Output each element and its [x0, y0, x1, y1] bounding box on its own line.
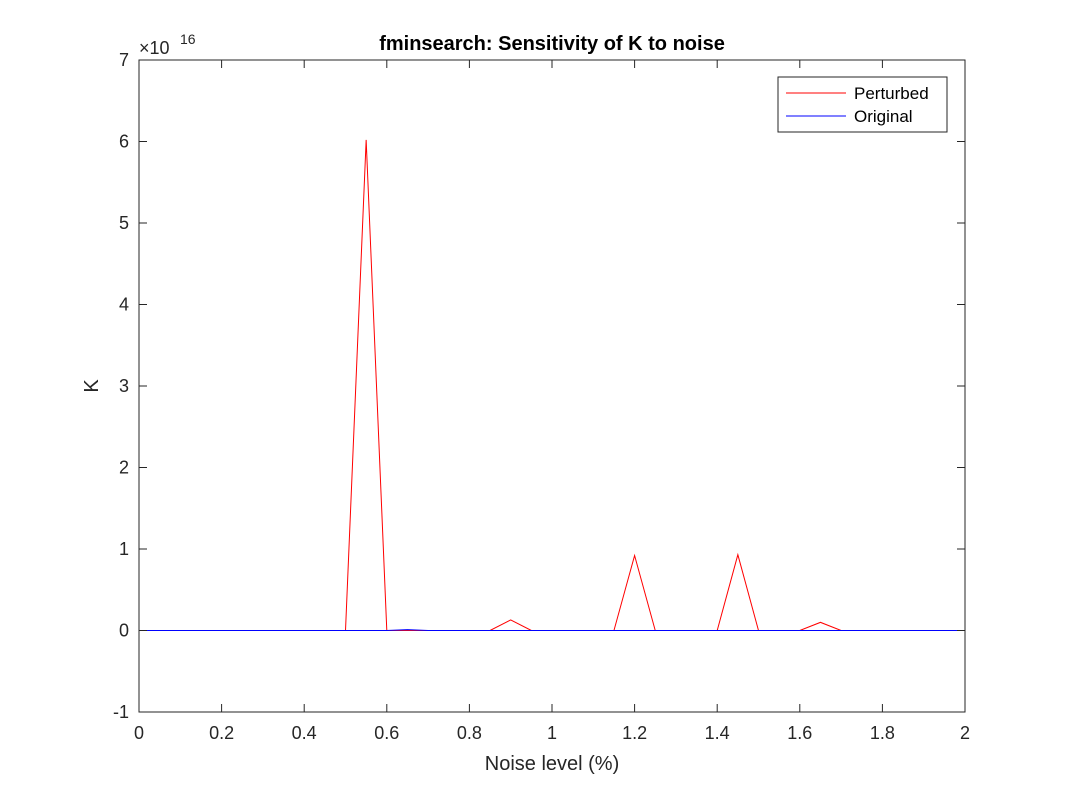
series-line-original	[139, 629, 965, 631]
y-axis-label: K	[81, 379, 103, 393]
series-layer	[139, 139, 965, 631]
x-tick-label: 0.8	[457, 723, 482, 743]
y-tick-label: 5	[119, 213, 129, 233]
x-tick-label: 0.6	[374, 723, 399, 743]
x-tick-label: 0	[134, 723, 144, 743]
y-tick-label: 4	[119, 295, 129, 315]
x-tick-label: 1.8	[870, 723, 895, 743]
y-tick-label: 0	[119, 621, 129, 641]
x-tick-label: 1	[547, 723, 557, 743]
x-tick-label: 1.2	[622, 723, 647, 743]
chart-title: fminsearch: Sensitivity of K to noise	[379, 33, 725, 55]
legend-box	[777, 76, 948, 133]
x-tick-label: 1.4	[705, 723, 730, 743]
axes-background	[139, 60, 965, 712]
y-tick-label: -1	[113, 702, 129, 722]
x-tick-label: 0.4	[292, 723, 317, 743]
legend: Perturbed Original	[777, 76, 948, 133]
y-exponent-power: 16	[180, 31, 196, 47]
y-tick-label: 2	[119, 458, 129, 478]
x-tick-label: 2	[960, 723, 970, 743]
x-axis-label: Noise level (%)	[485, 753, 619, 775]
y-tick-label: 1	[119, 539, 129, 559]
y-exponent-multiplier: ×10	[139, 38, 170, 58]
legend-label-original: Original	[854, 107, 913, 126]
axes-box	[138, 59, 966, 713]
legend-label-perturbed: Perturbed	[854, 84, 929, 103]
y-tick-label: 6	[119, 132, 129, 152]
y-tick-label: 3	[119, 376, 129, 396]
x-tick-label: 1.6	[787, 723, 812, 743]
x-tick-label: 0.2	[209, 723, 234, 743]
y-tick-label: 7	[119, 50, 129, 70]
